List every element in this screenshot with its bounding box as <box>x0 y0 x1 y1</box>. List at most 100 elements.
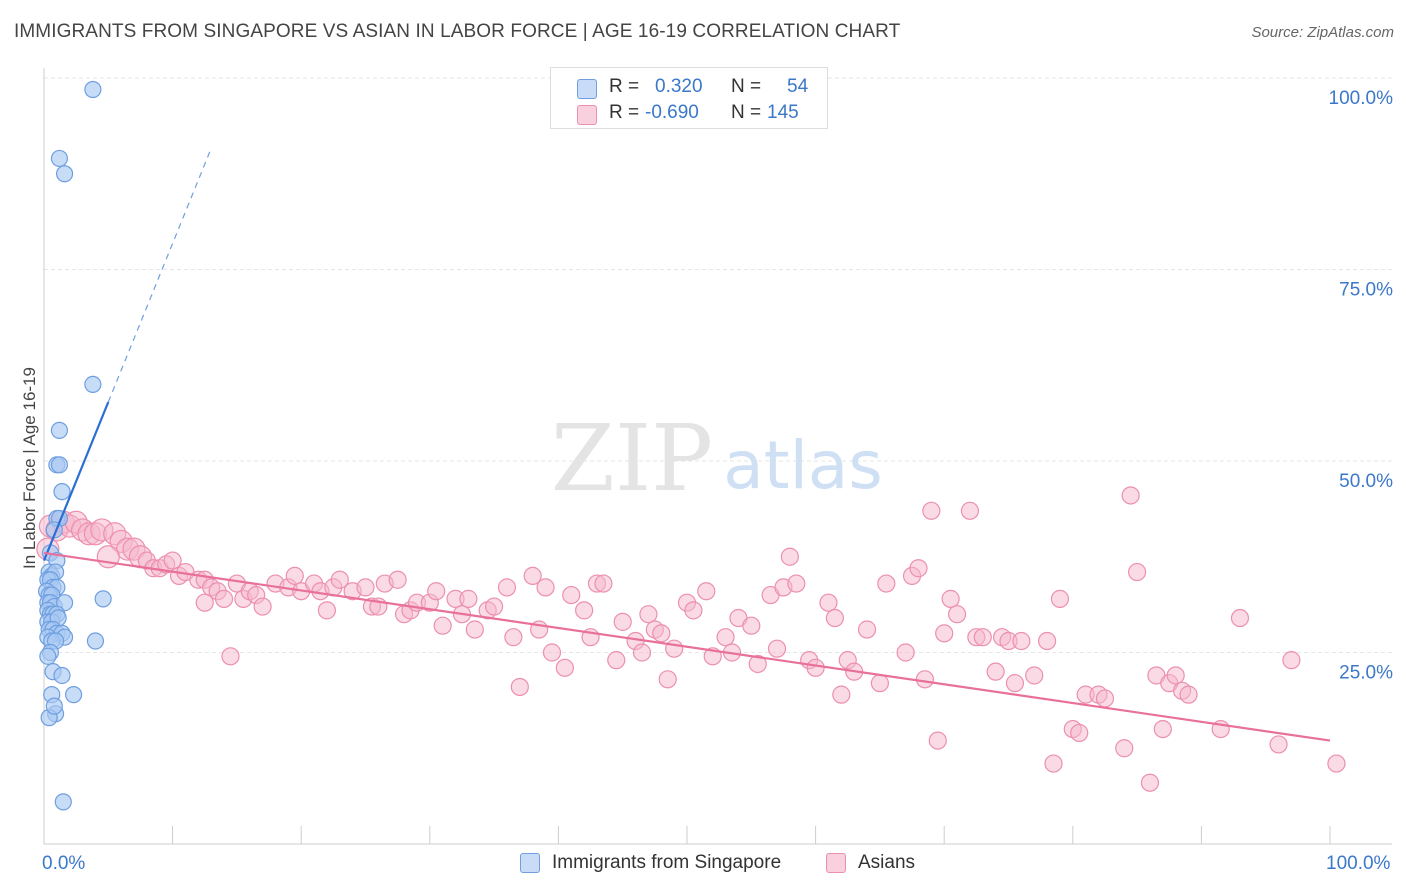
asians-point <box>607 651 626 670</box>
singapore-point <box>50 421 69 439</box>
asians-point <box>459 589 478 608</box>
asians-point <box>542 643 562 662</box>
asians-point <box>986 662 1005 681</box>
asians-point <box>909 559 928 578</box>
asians-point <box>555 658 574 677</box>
stats-r-label: R = <box>609 76 640 97</box>
asians-point <box>748 654 767 674</box>
x-tick-label-min: 0.0% <box>42 853 86 874</box>
asians-point <box>253 597 272 616</box>
singapore-point <box>55 165 74 183</box>
asians-point <box>767 639 787 658</box>
trend-lines <box>42 148 1331 742</box>
stats-r-value: -0.690 <box>645 102 699 123</box>
asians-point <box>825 608 844 628</box>
asians-point <box>1327 754 1346 773</box>
singapore-point <box>53 483 71 501</box>
asians-point <box>658 670 677 689</box>
singapore-point <box>84 375 102 393</box>
legend-label-singapore: Immigrants from Singapore <box>552 852 782 873</box>
asians-point <box>665 639 684 658</box>
singapore-point <box>45 697 63 715</box>
asians-point <box>1050 589 1070 608</box>
singapore-point <box>50 149 69 168</box>
legend-item-singapore[interactable]: Immigrants from Singapore <box>520 852 781 874</box>
asians-point <box>806 658 825 677</box>
asians-point <box>330 570 349 589</box>
singapore-point <box>94 590 112 608</box>
stats-n-value: 145 <box>767 102 799 123</box>
asians-point <box>973 628 992 647</box>
singapore-trend-line <box>42 401 110 561</box>
asians-point <box>1179 685 1198 704</box>
asians-point <box>639 605 658 624</box>
stats-legend: R = 0.320 N = 54 R = -0.690 N = 145 <box>550 67 828 129</box>
bottom-legend: Immigrants from Singapore Asians <box>0 852 1406 878</box>
asians-point <box>1140 773 1160 792</box>
asians-point <box>652 624 671 643</box>
singapore-point <box>53 666 71 685</box>
singapore-point <box>39 647 57 665</box>
asians-point <box>163 551 182 570</box>
asians-point <box>613 612 632 631</box>
asians-point <box>1153 719 1172 739</box>
asians-point <box>1025 666 1044 685</box>
stats-n-label: N = <box>731 102 762 123</box>
asians-point <box>465 620 484 639</box>
singapore-trend-extension <box>107 148 212 403</box>
asians-point <box>857 620 877 639</box>
asians-point <box>536 578 555 597</box>
asians-point <box>433 616 452 635</box>
asians-point <box>1095 689 1115 708</box>
asians-point <box>427 582 446 601</box>
asians-point <box>960 501 980 520</box>
asians-point <box>1282 651 1301 670</box>
asians-point <box>388 570 407 589</box>
asians-trend-line <box>43 551 1331 742</box>
y-tick-labels: 25.0% 50.0% 75.0% 100.0% <box>1329 88 1394 684</box>
asians-point <box>819 593 838 612</box>
asians-point <box>742 616 761 635</box>
watermark-zip: ZIP <box>551 405 713 512</box>
asians-point <box>562 585 581 605</box>
asians-point <box>285 566 304 586</box>
legend-swatch-blue <box>520 853 540 873</box>
y-tick-label: 75.0% <box>1339 280 1393 301</box>
asians-point <box>697 582 716 601</box>
gridlines <box>44 77 1392 653</box>
y-tick-label: 100.0% <box>1329 88 1394 109</box>
asians-point <box>684 601 703 620</box>
asians-point <box>317 601 337 620</box>
asians-point <box>632 643 652 662</box>
legend-label-asians: Asians <box>858 852 916 873</box>
singapore-point <box>86 632 105 650</box>
y-tick-label: 50.0% <box>1339 471 1393 492</box>
asians-point <box>928 731 947 750</box>
asians-point <box>915 670 935 689</box>
source-label: Source: ZipAtlas.com <box>1251 24 1394 41</box>
stats-row-singapore: R = 0.320 N = 54 <box>551 76 829 102</box>
asians-point <box>504 628 523 647</box>
asians-point <box>1037 631 1057 651</box>
asians-point <box>594 574 613 593</box>
legend-item-asians[interactable]: Asians <box>826 852 915 874</box>
stats-r-value: 0.320 <box>655 76 703 97</box>
asians-point <box>1012 631 1031 651</box>
asians-point <box>941 589 960 608</box>
asians-point <box>935 624 954 643</box>
singapore-points <box>37 80 112 811</box>
asians-point <box>485 597 504 616</box>
asians-point <box>1121 486 1140 505</box>
asians-point <box>575 601 594 620</box>
stats-swatch-blue <box>577 79 597 99</box>
asians-point <box>1115 739 1134 758</box>
asians-point <box>356 578 375 597</box>
asians-point <box>1044 754 1063 773</box>
singapore-point <box>64 686 83 704</box>
y-tick-label: 25.0% <box>1339 663 1393 684</box>
asians-point <box>1230 608 1250 628</box>
legend-swatch-pink <box>826 853 846 873</box>
asians-point <box>497 578 517 597</box>
asians-point <box>1127 562 1147 582</box>
